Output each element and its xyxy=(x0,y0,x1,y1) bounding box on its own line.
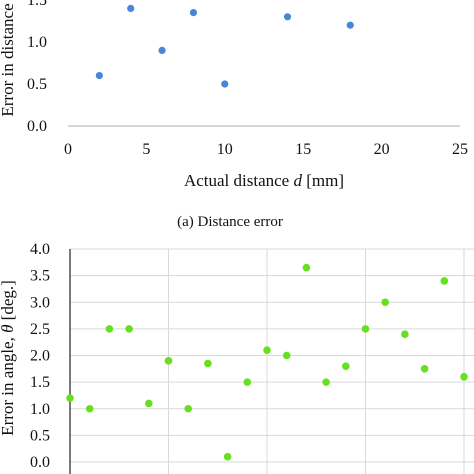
data-point xyxy=(189,9,198,17)
data-point xyxy=(346,21,354,29)
y-tick-label: 3.5 xyxy=(30,268,50,285)
data-points xyxy=(66,263,468,461)
data-point xyxy=(66,394,74,402)
y-tick-label: 1.5 xyxy=(30,374,50,391)
data-point xyxy=(460,373,468,381)
data-point xyxy=(145,399,153,408)
data-point xyxy=(204,359,212,368)
y-tick-label: 2.0 xyxy=(30,348,50,365)
data-point xyxy=(85,404,94,413)
x-tick-label: 0 xyxy=(64,141,72,158)
data-point xyxy=(158,46,166,55)
x-tick-label: 15 xyxy=(295,141,311,158)
data-point xyxy=(223,452,232,461)
y-tick-labels: 0.0 0.5 1.0 1.5 2.0 2.5 3.0 3.5 4.0 xyxy=(30,241,50,471)
y-tick-label: 4.0 xyxy=(30,241,50,258)
data-point xyxy=(243,378,252,386)
data-point xyxy=(105,325,114,333)
data-point xyxy=(263,346,271,354)
y-tick-label: 0.0 xyxy=(30,454,50,471)
data-point xyxy=(283,13,292,21)
y-tick-labels: 0.0 0.5 1.0 1.5 xyxy=(27,0,47,135)
y-axis-label: Error in angle, θ [deg.] xyxy=(0,280,17,436)
x-tick-label: 20 xyxy=(374,141,390,158)
data-point xyxy=(125,325,133,333)
data-point xyxy=(322,378,330,386)
gridlines xyxy=(70,248,474,474)
data-point xyxy=(361,325,370,333)
chart-caption: (a) Distance error xyxy=(177,214,283,230)
data-point xyxy=(420,365,429,373)
y-tick-label: 1.0 xyxy=(27,34,47,51)
x-tick-labels: 0 5 10 15 20 25 xyxy=(64,141,468,158)
y-tick-label: 0.0 xyxy=(27,118,47,135)
data-points xyxy=(95,4,354,88)
y-tick-label: 1.0 xyxy=(30,401,50,418)
y-tick-label: 1.5 xyxy=(27,0,47,9)
y-tick-label: 3.0 xyxy=(30,294,50,311)
data-point xyxy=(401,330,409,339)
data-point xyxy=(302,263,311,272)
distance-error-chart: 0.0 0.5 1.0 1.5 0 5 10 15 20 25 Error in distanc… xyxy=(0,0,468,230)
data-point xyxy=(221,80,229,88)
x-tick-label: 25 xyxy=(452,141,468,158)
y-tick-label: 0.5 xyxy=(30,427,50,444)
data-point xyxy=(440,277,449,285)
data-point xyxy=(164,357,173,365)
x-tick-label: 10 xyxy=(217,141,233,158)
data-point xyxy=(127,4,135,12)
y-tick-label: 2.5 xyxy=(30,321,50,338)
data-point xyxy=(342,362,350,370)
x-axis-label: Actual distance d [mm] xyxy=(184,171,344,190)
data-point xyxy=(184,404,192,413)
data-point xyxy=(282,351,291,360)
y-axis-label: Error in distance xyxy=(0,3,17,116)
data-point xyxy=(381,298,390,307)
y-tick-label: 0.5 xyxy=(27,76,47,93)
data-point xyxy=(95,72,103,80)
angle-error-chart: 0.0 0.5 1.0 1.5 2.0 2.5 3.0 3.5 4.0 Error in ang… xyxy=(0,241,474,474)
x-tick-label: 5 xyxy=(142,141,150,158)
